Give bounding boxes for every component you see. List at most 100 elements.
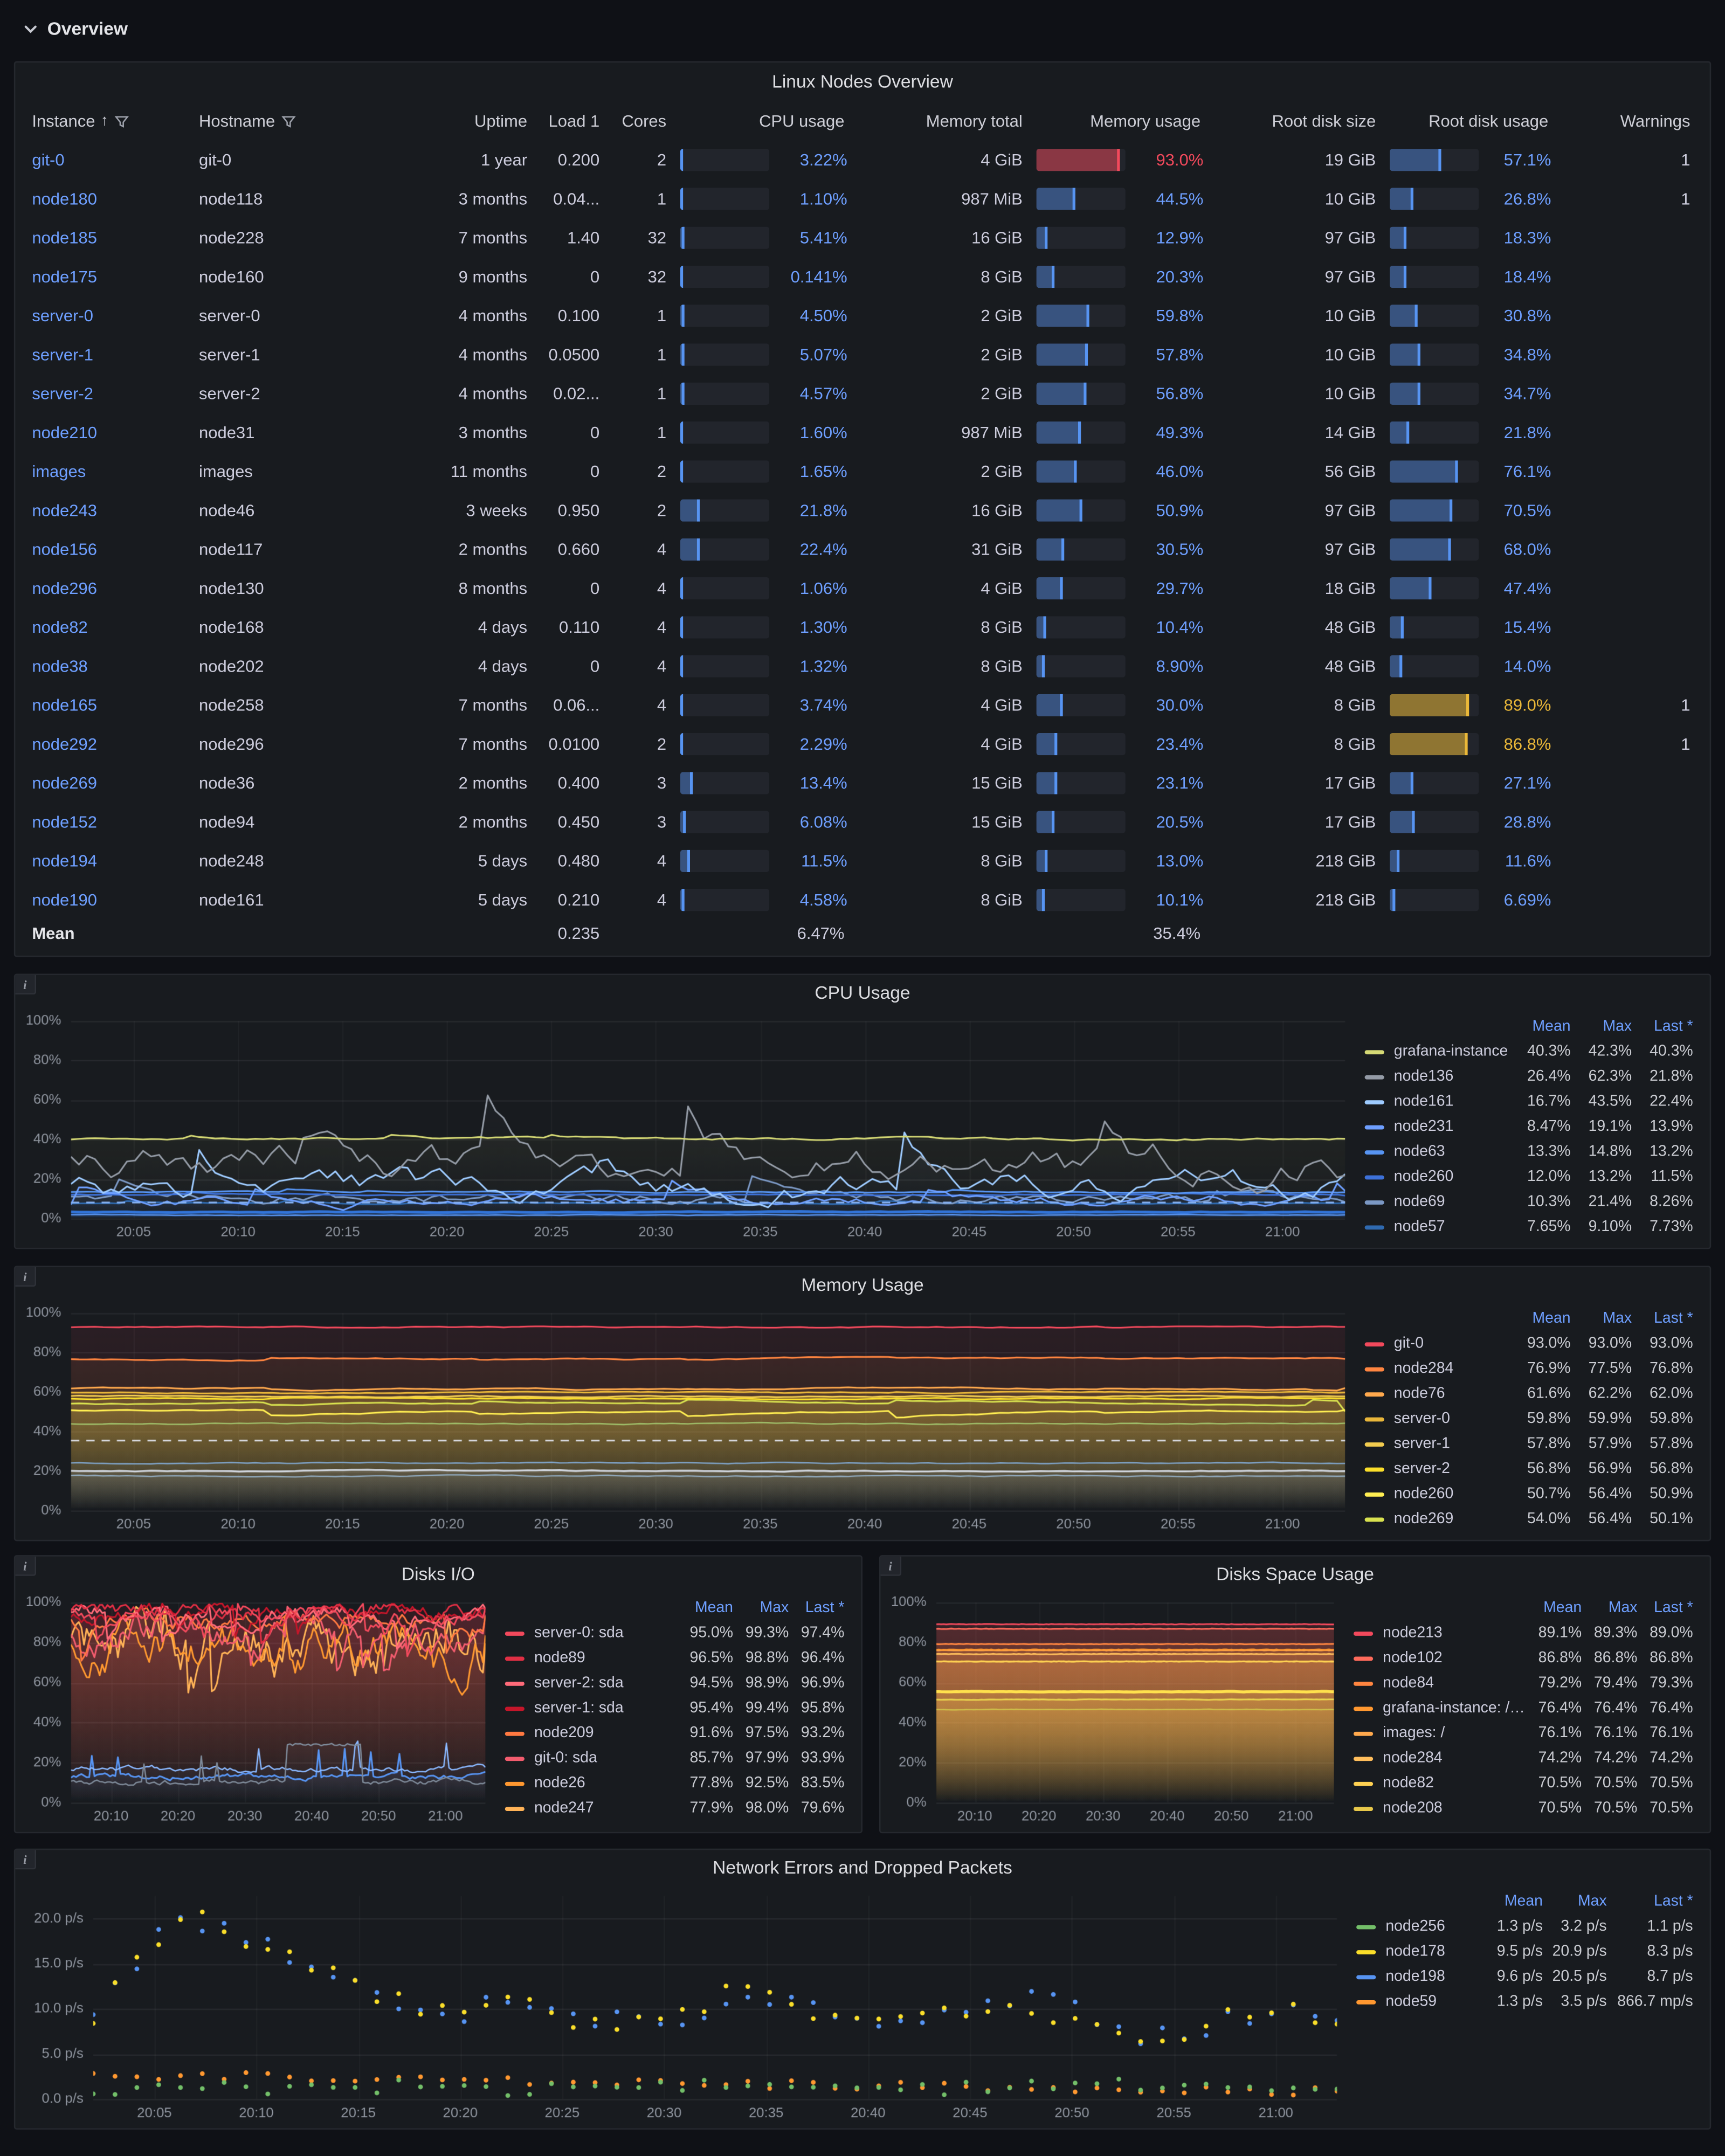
instance-link[interactable]: node210 <box>32 423 97 443</box>
gauge-bar <box>1036 460 1126 483</box>
series-name[interactable]: node57 <box>1393 1218 1445 1235</box>
series-name[interactable]: server-2 <box>1393 1460 1450 1477</box>
cpu-usage-gauge: 6.08% <box>669 811 847 833</box>
column-header-uptime[interactable]: Uptime <box>474 111 528 131</box>
column-header-instance[interactable]: Instance ↑ <box>32 111 199 131</box>
series-name[interactable]: grafana-instance <box>1393 1043 1508 1060</box>
series-name[interactable]: node231 <box>1393 1118 1454 1135</box>
instance-link[interactable]: images <box>32 461 86 481</box>
instance-link[interactable]: server-0 <box>32 306 93 326</box>
legend-col-mean[interactable]: Mean <box>1532 1018 1571 1035</box>
instance-link[interactable]: node165 <box>32 695 97 715</box>
series-name[interactable]: node247 <box>534 1800 594 1817</box>
instance-link[interactable]: node180 <box>32 189 97 209</box>
series-name[interactable]: server-0 <box>1393 1410 1450 1427</box>
column-header-cores[interactable]: Cores <box>622 111 667 131</box>
panel-info-icon[interactable]: i <box>15 1556 37 1576</box>
series-color-swatch <box>505 1781 525 1786</box>
cpu-usage-chart-canvas[interactable] <box>20 1011 1354 1242</box>
series-name[interactable]: node59 <box>1385 1993 1437 2010</box>
series-name[interactable]: server-1: sda <box>534 1699 624 1717</box>
column-header-root-disk-usage[interactable]: Root disk usage <box>1429 111 1549 131</box>
series-name[interactable]: git-0 <box>1393 1335 1424 1352</box>
column-header-memory-usage[interactable]: Memory usage <box>1090 111 1201 131</box>
instance-link[interactable]: git-0 <box>32 150 65 170</box>
instance-link[interactable]: node269 <box>32 773 97 793</box>
panel-info-icon[interactable]: i <box>880 1556 902 1576</box>
panel-info-icon[interactable]: i <box>15 975 37 995</box>
column-header-load-1[interactable]: Load 1 <box>548 111 600 131</box>
series-name[interactable]: node260 <box>1393 1168 1454 1185</box>
instance-link[interactable]: node38 <box>32 657 88 676</box>
series-name[interactable]: server-2: sda <box>534 1675 624 1692</box>
series-name[interactable]: node76 <box>1393 1385 1445 1402</box>
series-name[interactable]: node284 <box>1393 1360 1454 1377</box>
legend-col-max[interactable]: Max <box>760 1599 789 1616</box>
legend-col-last[interactable]: Last * <box>1654 1893 1693 1910</box>
legend-col-last[interactable]: Last * <box>1654 1018 1693 1035</box>
series-name[interactable]: node178 <box>1385 1943 1445 1960</box>
series-name[interactable]: node26 <box>534 1774 585 1792</box>
legend-col-mean[interactable]: Mean <box>694 1599 734 1616</box>
column-header-warnings[interactable]: Warnings <box>1620 111 1690 131</box>
legend-col-max[interactable]: Max <box>1608 1599 1638 1616</box>
column-header-memory-total[interactable]: Memory total <box>926 111 1023 131</box>
series-name[interactable]: node209 <box>534 1725 594 1742</box>
legend-value: 89.3% <box>1593 1625 1638 1642</box>
legend-col-last[interactable]: Last * <box>1654 1599 1693 1616</box>
instance-link[interactable]: server-2 <box>32 384 93 404</box>
instance-link[interactable]: node152 <box>32 812 97 832</box>
column-header-root-disk-size[interactable]: Root disk size <box>1272 111 1376 131</box>
series-name[interactable]: node89 <box>534 1649 585 1667</box>
legend-col-mean[interactable]: Mean <box>1532 1310 1571 1327</box>
series-name[interactable]: node82 <box>1383 1774 1434 1792</box>
dashboard-row-toggle[interactable]: Overview <box>22 18 128 39</box>
legend-col-max[interactable]: Max <box>1578 1893 1607 1910</box>
series-name[interactable]: node69 <box>1393 1193 1445 1211</box>
memory-usage-chart-canvas[interactable] <box>20 1303 1354 1535</box>
series-name[interactable]: git-0: sda <box>534 1750 597 1767</box>
series-name[interactable]: node256 <box>1385 1918 1445 1935</box>
legend-col-max[interactable]: Max <box>1603 1310 1632 1327</box>
series-name[interactable]: images: / <box>1383 1725 1445 1742</box>
instance-link[interactable]: node175 <box>32 267 97 287</box>
panel-info-icon[interactable]: i <box>15 1267 37 1287</box>
series-name[interactable]: grafana-instance: /var <box>1383 1699 1526 1717</box>
series-name[interactable]: node208 <box>1383 1800 1443 1817</box>
disks-io-chart-canvas[interactable] <box>20 1592 494 1827</box>
instance-link[interactable]: node194 <box>32 851 97 871</box>
instance-link[interactable]: node185 <box>32 228 97 248</box>
series-name[interactable]: node63 <box>1393 1143 1445 1160</box>
series-name[interactable]: server-0: sda <box>534 1625 624 1642</box>
legend-col-mean[interactable]: Mean <box>1543 1599 1582 1616</box>
series-name[interactable]: node161 <box>1393 1093 1454 1110</box>
series-name[interactable]: server-1 <box>1393 1435 1450 1453</box>
disks-space-chart-canvas[interactable] <box>886 1592 1343 1827</box>
series-name[interactable]: node284 <box>1383 1750 1443 1767</box>
filter-icon[interactable] <box>281 113 296 128</box>
legend-col-max[interactable]: Max <box>1603 1018 1632 1035</box>
series-name[interactable]: node84 <box>1383 1675 1434 1692</box>
column-header-hostname[interactable]: Hostname <box>199 111 366 131</box>
instance-link[interactable]: server-1 <box>32 345 93 365</box>
panel-info-icon[interactable]: i <box>15 1850 37 1870</box>
series-name[interactable]: node260 <box>1393 1485 1454 1503</box>
instance-link[interactable]: node156 <box>32 540 97 559</box>
series-name[interactable]: node102 <box>1383 1649 1443 1667</box>
legend-value: 83.5% <box>801 1774 845 1792</box>
series-name[interactable]: node198 <box>1385 1968 1445 1985</box>
instance-link[interactable]: node292 <box>32 734 97 754</box>
series-name[interactable]: node269 <box>1393 1510 1454 1528</box>
instance-link[interactable]: node82 <box>32 617 88 637</box>
legend-col-last[interactable]: Last * <box>805 1599 845 1616</box>
legend-col-mean[interactable]: Mean <box>1504 1893 1543 1910</box>
legend-col-last[interactable]: Last * <box>1654 1310 1693 1327</box>
instance-link[interactable]: node296 <box>32 578 97 598</box>
filter-icon[interactable] <box>114 113 129 128</box>
column-header-cpu-usage[interactable]: CPU usage <box>759 111 845 131</box>
instance-link[interactable]: node243 <box>32 501 97 521</box>
series-name[interactable]: node136 <box>1393 1068 1454 1085</box>
network-errors-chart-canvas[interactable] <box>20 1886 1346 2123</box>
series-name[interactable]: node213 <box>1383 1625 1443 1642</box>
instance-link[interactable]: node190 <box>32 890 97 910</box>
